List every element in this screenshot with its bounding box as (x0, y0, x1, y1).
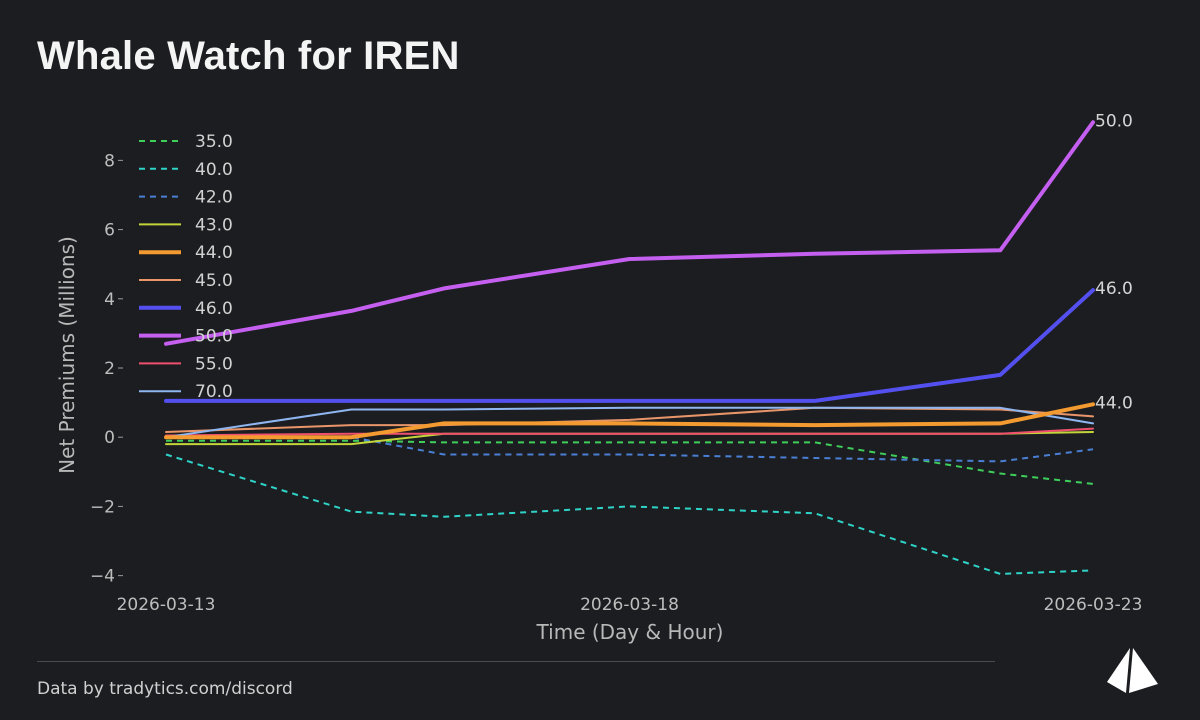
x-tick-label: 2026-03-18 (580, 595, 679, 615)
line-chart: −4 −2 0 2 4 6 8 2026-03-13 2026-03-18 2026-03-23 T… (55, 111, 1143, 644)
series-line-50-0 (164, 120, 1095, 346)
series-line-46-0 (164, 288, 1095, 403)
y-axis-label: Net Premiums (Millions) (55, 236, 79, 474)
chart-title: Whale Watch for IREN (37, 34, 460, 78)
legend-label: 50.0 (195, 327, 233, 347)
y-tick-label: −4 (90, 567, 115, 587)
legend-label: 35.0 (195, 132, 233, 152)
series-line-42-0 (166, 436, 1094, 463)
series-line-35-0 (166, 439, 1094, 485)
y-tick-label: 6 (104, 221, 115, 241)
legend-label: 40.0 (195, 160, 233, 180)
legend-label: 46.0 (195, 299, 233, 319)
series-line-70-0 (165, 406, 1094, 439)
y-tick-label: 8 (104, 151, 115, 171)
legend-label: 43.0 (195, 215, 233, 235)
series-end-label: 46.0 (1095, 279, 1133, 299)
legend-label: 44.0 (195, 243, 233, 263)
x-tick-label: 2026-03-13 (117, 595, 216, 615)
legend-label: 70.0 (195, 382, 233, 402)
legend: 35.0 40.0 42.0 43.0 44.0 45.0 46.0 50.0 55.0 70.0 (139, 132, 233, 402)
series-end-label: 50.0 (1095, 111, 1133, 131)
series-line-55-0 (165, 427, 1094, 437)
y-tick-label: −2 (90, 497, 115, 517)
y-tick-label: 4 (104, 290, 115, 310)
footer-divider (37, 661, 995, 662)
legend-label: 42.0 (195, 188, 233, 208)
series-line-40-0 (165, 453, 1094, 575)
x-tick-label: 2026-03-23 (1044, 595, 1143, 615)
series-line-45-0 (165, 406, 1094, 433)
series-end-label: 44.0 (1095, 393, 1133, 413)
legend-label: 45.0 (195, 271, 233, 291)
y-tick-label: 2 (104, 359, 115, 379)
series-line-44-0 (164, 402, 1095, 440)
tradytics-logo-icon (1107, 648, 1158, 693)
y-tick-label: 0 (104, 428, 115, 448)
x-axis-label: Time (Day & Hour) (536, 620, 724, 644)
footer-credit: Data by tradytics.com/discord (37, 679, 293, 699)
legend-label: 55.0 (195, 354, 233, 374)
